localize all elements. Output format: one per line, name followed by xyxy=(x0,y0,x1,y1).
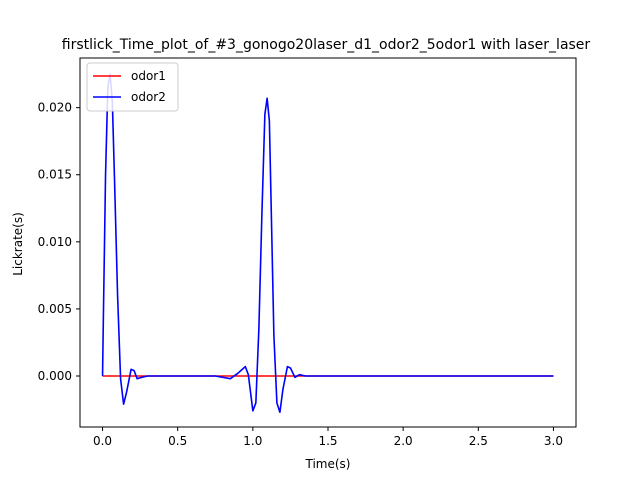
x-axis-ticks: 0.0 0.5 1.0 1.5 2.0 2.5 3.0 xyxy=(93,427,563,448)
x-tick-label: 3.0 xyxy=(544,434,563,448)
x-tick-label: 2.0 xyxy=(394,434,413,448)
y-axis-label: Lickrate(s) xyxy=(11,212,25,276)
y-axis-ticks: 0.000 0.005 0.010 0.015 0.020 xyxy=(38,101,80,383)
x-tick-label: 0.5 xyxy=(168,434,187,448)
y-tick-label: 0.020 xyxy=(38,101,72,115)
plot-area xyxy=(79,57,577,428)
y-tick-label: 0.010 xyxy=(38,235,72,249)
y-tick-label: 0.015 xyxy=(38,168,72,182)
x-tick-label: 0.0 xyxy=(93,434,112,448)
x-tick-label: 2.5 xyxy=(469,434,488,448)
legend-box xyxy=(86,62,179,112)
plot-frame xyxy=(79,57,577,428)
legend: odor1 odor2 xyxy=(86,62,179,112)
legend-label-odor2: odor2 xyxy=(131,90,166,104)
x-axis-label: Time(s) xyxy=(305,457,351,471)
chart-title: firstlick_Time_plot_of_#3_gonogo20laser_… xyxy=(62,37,591,53)
x-tick-label: 1.0 xyxy=(243,434,262,448)
series-layer xyxy=(101,73,554,414)
x-tick-label: 1.5 xyxy=(318,434,337,448)
series-line-odor2 xyxy=(101,73,554,414)
legend-label-odor1: odor1 xyxy=(131,69,166,83)
y-tick-label: 0.005 xyxy=(38,302,72,316)
y-tick-label: 0.000 xyxy=(38,369,72,383)
